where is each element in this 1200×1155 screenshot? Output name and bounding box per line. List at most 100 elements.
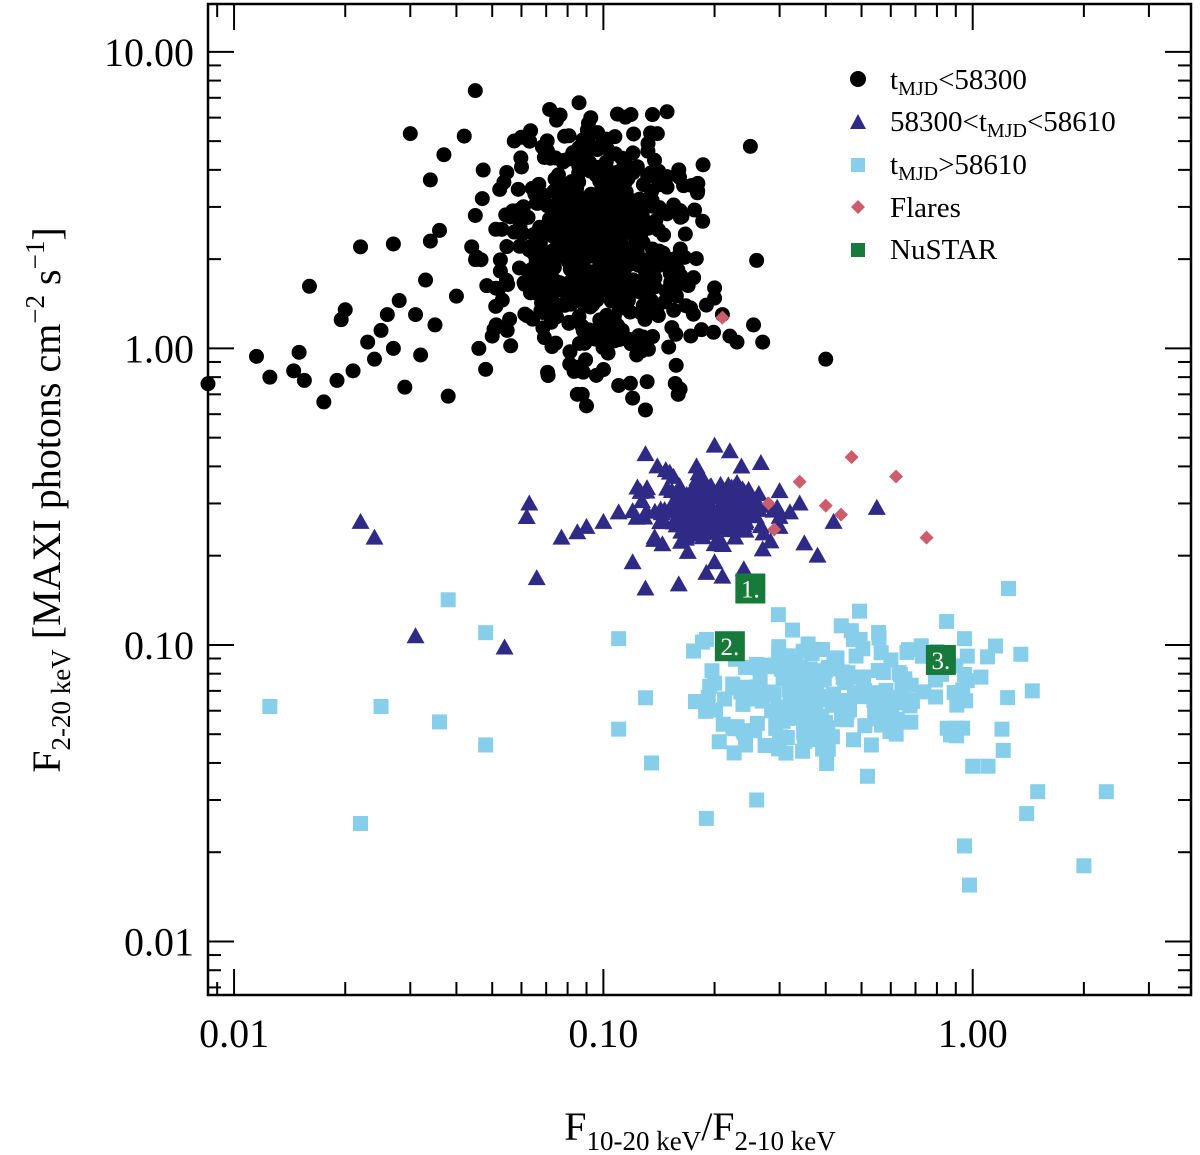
data-point-square [973,669,989,685]
data-point-triangle [751,453,770,470]
data-point-square [860,768,876,784]
series-navy-triangles [351,436,886,655]
data-point-circle [556,152,572,168]
data-point-square [796,729,812,745]
data-point-circle [612,258,628,274]
data-point-circle [614,150,630,166]
data-point-circle [534,139,550,155]
data-point-circle [695,157,711,173]
data-point-circle [575,364,591,380]
data-point-circle [746,317,762,333]
data-point-square [1030,784,1046,800]
data-point-circle [618,213,634,229]
data-point-circle [755,334,771,350]
legend-nustar-marker [851,243,865,257]
data-point-circle [571,174,587,190]
data-point-square [770,699,786,715]
data-point-circle [644,107,660,123]
legend-label-triangles: 58300<tMJD<58610 [890,106,1116,142]
data-point-square [757,738,773,754]
data-point-square [262,699,278,715]
data-point-square [698,810,714,826]
data-point-circle [635,235,651,251]
data-point-triangle [669,575,688,592]
data-point-square [704,663,720,679]
data-point-circle [578,398,594,414]
nustar-box [925,644,956,675]
y-axis-label: F2-20 keV [MAXI photons cm−2 s−1] [20,227,76,772]
data-point-square [814,642,830,658]
x-tick-label: 0.01 [199,1011,269,1056]
data-point-circle [624,245,640,261]
data-point-square [892,667,908,683]
data-point-triangle [715,505,734,522]
data-point-square [889,711,905,727]
data-point-circle [621,273,637,289]
data-point-circle [625,145,641,161]
data-point-square [1013,646,1029,662]
legend-label-nustar: NuSTAR [890,234,998,266]
data-point-square [765,659,781,675]
data-point-circle [640,341,656,357]
data-point-circle [668,357,684,373]
data-point-triangle [780,503,799,520]
series-flares-diamonds [715,310,934,545]
data-point-circle [643,125,659,141]
data-point-square [949,697,965,713]
data-point-circle [503,338,519,354]
data-point-square [698,703,714,719]
data-point-circle [436,147,452,163]
data-point-square [863,737,879,753]
data-point-circle [492,252,508,268]
data-point-circle [742,138,758,154]
data-point-circle [552,233,568,249]
data-point-square [894,681,910,697]
data-point-circle [552,107,568,123]
data-point-triangle [699,492,718,509]
data-point-triangle [726,528,745,545]
data-point-circle [608,191,624,207]
data-point-circle [422,233,438,249]
data-point-triangle [706,523,725,540]
data-point-square [833,618,849,634]
data-point-square [770,607,786,623]
nustar-box [714,631,745,662]
data-point-square [749,792,765,808]
data-point-circle [548,335,564,351]
data-point-circle [248,348,264,364]
data-point-triangle [753,540,772,557]
data-point-circle [677,226,693,242]
series-nustar: 1. 2. 3. [714,573,956,675]
data-point-circle [537,272,553,288]
data-point-triangle [652,504,671,521]
data-point-triangle [365,528,384,545]
data-point-square [819,728,835,744]
data-point-circle [510,181,526,197]
data-point-circle [345,363,361,379]
data-point-triangle [733,480,752,497]
data-point-circle [366,351,382,367]
data-point-circle [666,302,682,318]
data-point-square [775,713,791,729]
data-point-circle [598,131,614,147]
data-point-square [611,631,627,647]
data-point-circle [513,150,529,166]
nustar-box [735,573,766,604]
nustar-marker: 2. [714,631,745,662]
data-point-flare [792,474,807,489]
data-point-square [803,673,819,689]
nustar-label: 3. [932,648,951,675]
legend-item-nustar: NuSTAR [851,234,998,266]
data-point-triangle [686,511,705,528]
data-point-triangle [667,516,686,533]
data-point-square [1000,581,1016,597]
data-point-triangle [651,513,670,530]
data-point-square [868,685,884,701]
data-point-circle [571,335,587,351]
data-point-square [916,684,932,700]
nustar-label: 2. [720,634,739,661]
data-point-triangle [623,502,642,519]
data-point-flare [761,496,776,511]
data-point-square [871,630,887,646]
